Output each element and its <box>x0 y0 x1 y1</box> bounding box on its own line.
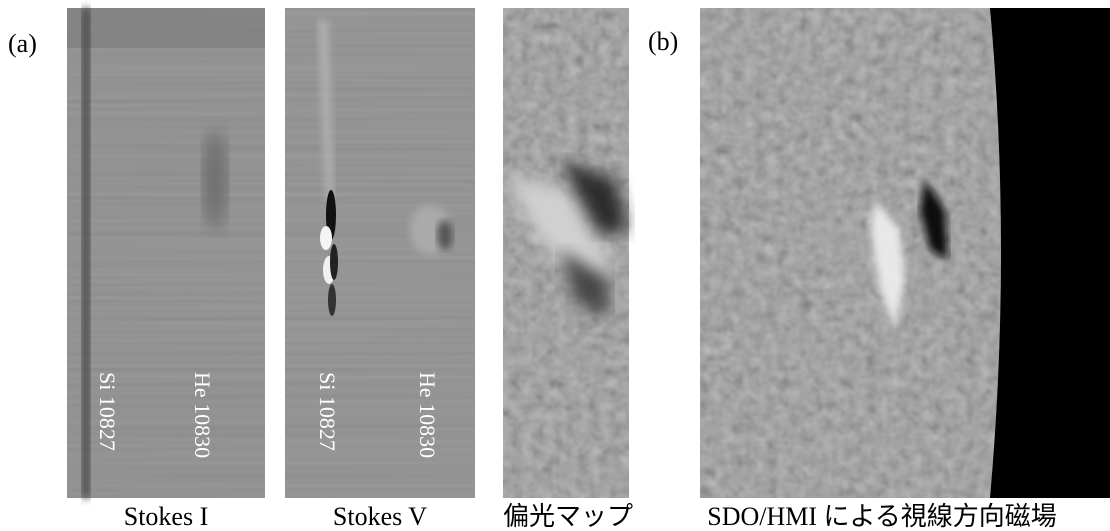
caption: Stokes V <box>333 502 427 531</box>
stokes-i-panel <box>67 8 265 498</box>
caption: Stokes I <box>124 502 209 531</box>
polarization-map-panel <box>503 8 629 498</box>
panel-label: (a) <box>8 29 37 58</box>
caption: 偏光マップ <box>503 502 633 531</box>
line-label: He 10830 <box>190 372 215 458</box>
panel-label: (b) <box>648 27 678 56</box>
line-label: Si 10827 <box>315 372 340 451</box>
line-label: He 10830 <box>415 372 440 458</box>
hmi-panel <box>700 8 1110 498</box>
caption: SDO/HMI による視線方向磁場 <box>707 502 1057 531</box>
line-label: Si 10827 <box>95 372 120 451</box>
stokes-v-panel <box>285 8 475 498</box>
